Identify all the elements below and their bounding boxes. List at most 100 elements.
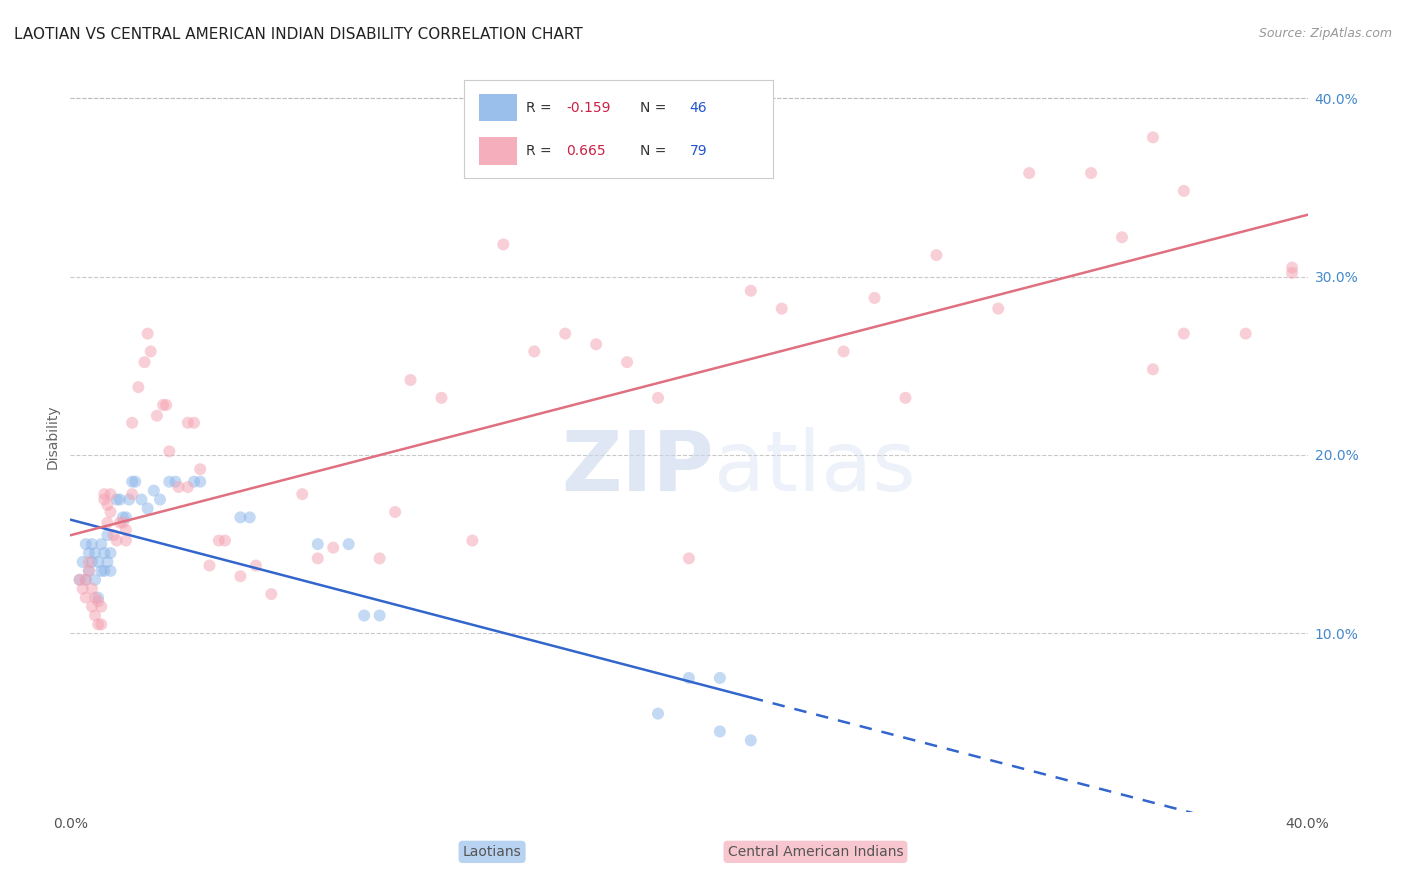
Point: [105, 492, 128, 507]
Point: [87, 594, 110, 608]
Point: [399, 373, 422, 387]
Text: N =: N =: [640, 101, 671, 115]
Text: R =: R =: [526, 101, 555, 115]
Point: [291, 487, 314, 501]
Point: [647, 706, 669, 721]
Point: [740, 284, 762, 298]
Point: [115, 510, 138, 524]
Point: [90, 617, 112, 632]
Point: [100, 487, 122, 501]
Point: [90, 564, 112, 578]
Text: 79: 79: [690, 144, 707, 158]
Point: [103, 528, 125, 542]
Point: [770, 301, 793, 316]
Point: [678, 551, 700, 566]
Point: [322, 541, 344, 555]
Point: [307, 551, 329, 566]
Point: [84, 546, 107, 560]
Point: [96, 528, 118, 542]
Point: [90, 599, 112, 614]
Point: [554, 326, 576, 341]
Point: [108, 492, 131, 507]
Point: [96, 555, 118, 569]
Point: [80, 555, 103, 569]
Point: [87, 555, 110, 569]
Point: [368, 608, 391, 623]
Point: [115, 533, 138, 548]
Y-axis label: Disability: Disability: [45, 405, 59, 469]
Point: [111, 510, 134, 524]
Text: R =: R =: [526, 144, 555, 158]
Point: [115, 523, 138, 537]
Text: LAOTIAN VS CENTRAL AMERICAN INDIAN DISABILITY CORRELATION CHART: LAOTIAN VS CENTRAL AMERICAN INDIAN DISAB…: [14, 27, 583, 42]
Point: [229, 510, 252, 524]
Point: [165, 475, 187, 489]
Point: [77, 564, 100, 578]
Point: [69, 573, 91, 587]
Point: [121, 416, 143, 430]
Point: [368, 551, 391, 566]
Point: [75, 573, 97, 587]
Point: [75, 537, 97, 551]
Text: Central American Indians: Central American Indians: [728, 845, 903, 859]
Point: [121, 475, 143, 489]
Point: [709, 671, 731, 685]
Point: [139, 344, 162, 359]
Point: [208, 533, 231, 548]
Point: [111, 516, 134, 530]
Point: [100, 564, 122, 578]
Point: [77, 555, 100, 569]
Point: [523, 344, 546, 359]
Point: [90, 537, 112, 551]
Point: [430, 391, 453, 405]
Point: [1142, 130, 1164, 145]
Point: [461, 533, 484, 548]
Point: [740, 733, 762, 747]
Text: Laotians: Laotians: [463, 845, 522, 859]
Point: [188, 475, 211, 489]
Point: [239, 510, 262, 524]
Point: [96, 498, 118, 512]
Point: [307, 537, 329, 551]
Point: [183, 475, 205, 489]
Point: [75, 591, 97, 605]
Point: [1111, 230, 1133, 244]
Point: [136, 326, 159, 341]
Point: [616, 355, 638, 369]
Point: [77, 546, 100, 560]
Point: [93, 492, 115, 507]
Point: [84, 573, 107, 587]
Point: [1281, 266, 1303, 280]
Point: [1080, 166, 1102, 180]
Point: [105, 533, 128, 548]
Point: [260, 587, 283, 601]
Point: [188, 462, 211, 476]
Point: [167, 480, 190, 494]
Point: [96, 516, 118, 530]
Point: [987, 301, 1010, 316]
Point: [80, 599, 103, 614]
Point: [108, 516, 131, 530]
Text: N =: N =: [640, 144, 671, 158]
Point: [80, 537, 103, 551]
Point: [72, 555, 94, 569]
Point: [492, 237, 515, 252]
Point: [118, 492, 141, 507]
Point: [709, 724, 731, 739]
Point: [678, 671, 700, 685]
Point: [100, 546, 122, 560]
Point: [353, 608, 375, 623]
Bar: [479, 137, 516, 165]
Point: [72, 582, 94, 596]
Text: 46: 46: [690, 101, 707, 115]
Point: [214, 533, 236, 548]
Point: [84, 591, 107, 605]
Point: [183, 416, 205, 430]
Point: [585, 337, 607, 351]
Point: [229, 569, 252, 583]
Point: [134, 355, 156, 369]
Point: [80, 582, 103, 596]
Point: [925, 248, 948, 262]
Point: [142, 483, 165, 498]
Point: [152, 398, 174, 412]
